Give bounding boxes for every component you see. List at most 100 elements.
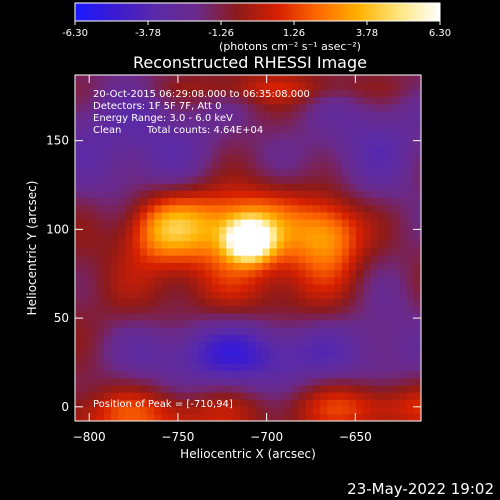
heatmap-cell: [111, 406, 119, 415]
heatmap-cell: [75, 118, 83, 126]
heatmap-cell: [75, 161, 83, 170]
heatmap-cell: [175, 147, 184, 155]
heatmap-cell: [226, 168, 235, 177]
heatmap-cell: [82, 190, 90, 199]
heatmap-cell: [139, 96, 148, 105]
heatmap-cell: [248, 240, 256, 249]
heatmap-cell: [320, 392, 328, 400]
heatmap-cell: [320, 147, 328, 155]
heatmap-cell: [399, 392, 408, 400]
heatmap-cell: [211, 233, 220, 242]
heatmap-cell: [399, 82, 408, 90]
heatmap-cell: [147, 75, 155, 83]
heatmap-cell: [111, 413, 119, 422]
heatmap-cell: [327, 154, 335, 162]
heatmap-cell: [262, 255, 271, 263]
heatmap-cell: [233, 248, 242, 256]
heatmap-cell: [291, 298, 299, 307]
heatmap-cell: [356, 291, 364, 299]
heatmap-cell: [154, 219, 162, 227]
heatmap-cell: [211, 320, 220, 328]
heatmap-cell: [413, 298, 422, 307]
heatmap-cell: [320, 370, 328, 379]
heatmap-cell: [147, 384, 155, 393]
heatmap-cell: [269, 248, 278, 256]
heatmap-cell: [291, 197, 299, 206]
heatmap-cell: [384, 413, 393, 422]
heatmap-cell: [384, 392, 393, 400]
heatmap-cell: [211, 334, 220, 343]
heatmap-cell: [226, 96, 235, 105]
heatmap-cell: [348, 125, 357, 134]
heatmap-cell: [219, 82, 227, 90]
heatmap-cell: [291, 233, 299, 242]
heatmap-cell: [298, 377, 307, 386]
heatmap-cell: [197, 204, 206, 213]
heatmap-cell: [147, 183, 155, 191]
heatmap-cell: [89, 190, 98, 199]
heatmap-cell: [139, 132, 148, 141]
heatmap-cell: [125, 384, 134, 393]
heatmap-cell: [118, 226, 126, 235]
heatmap-cell: [392, 103, 400, 112]
heatmap-cell: [139, 161, 148, 170]
heatmap-cell: [377, 89, 386, 98]
heatmap-cell: [370, 211, 379, 220]
heatmap-cell: [305, 413, 314, 422]
heatmap-cell: [168, 341, 177, 350]
heatmap-cell: [233, 139, 242, 148]
heatmap-cell: [262, 348, 271, 357]
heatmap-cell: [233, 399, 242, 408]
heatmap-cell: [291, 312, 299, 321]
heatmap-cell: [320, 255, 328, 263]
heatmap-cell: [348, 327, 357, 335]
heatmap-cell: [384, 377, 393, 386]
heatmap-cell: [183, 269, 191, 278]
heatmap-cell: [356, 139, 364, 148]
heatmap-cell: [197, 262, 206, 271]
heatmap-cell: [103, 269, 112, 278]
heatmap-cell: [226, 269, 235, 278]
heatmap-cell: [89, 334, 98, 343]
heatmap-cell: [75, 284, 83, 292]
heatmap-cell: [327, 262, 335, 271]
heatmap-cell: [312, 125, 321, 134]
heatmap-cell: [262, 132, 271, 141]
heatmap-cell: [348, 392, 357, 400]
heatmap-cell: [363, 211, 372, 220]
heatmap-cell: [284, 118, 292, 126]
heatmap-cell: [413, 327, 422, 335]
heatmap-cell: [125, 341, 134, 350]
heatmap-cell: [312, 168, 321, 177]
heatmap-cell: [341, 226, 350, 235]
heatmap-cell: [276, 363, 285, 372]
heatmap-cell: [341, 204, 350, 213]
heatmap-cell: [341, 103, 350, 112]
heatmap-cell: [348, 255, 357, 263]
heatmap-cell: [219, 240, 227, 249]
heatmap-cell: [96, 363, 105, 372]
heatmap-cell: [341, 305, 350, 314]
heatmap-cell: [89, 276, 98, 285]
heatmap-cell: [118, 255, 126, 263]
heatmap-cell: [82, 291, 90, 299]
heatmap-cell: [305, 168, 314, 177]
heatmap-cell: [356, 197, 364, 206]
heatmap-cell: [356, 406, 364, 415]
heatmap-cell: [320, 305, 328, 314]
heatmap-cell: [82, 255, 90, 263]
heatmap-cell: [139, 89, 148, 98]
heatmap-cell: [161, 226, 170, 235]
heatmap-cell: [320, 103, 328, 112]
heatmap-cell: [348, 111, 357, 119]
heatmap-cell: [125, 356, 134, 364]
heatmap-cell: [298, 103, 307, 112]
heatmap-cell: [269, 334, 278, 343]
heatmap-cell: [312, 399, 321, 408]
heatmap-cell: [399, 284, 408, 292]
heatmap-cell: [276, 211, 285, 220]
heatmap-cell: [341, 392, 350, 400]
heatmap-cell: [139, 111, 148, 119]
heatmap-cell: [276, 204, 285, 213]
heatmap-cell: [363, 111, 372, 119]
